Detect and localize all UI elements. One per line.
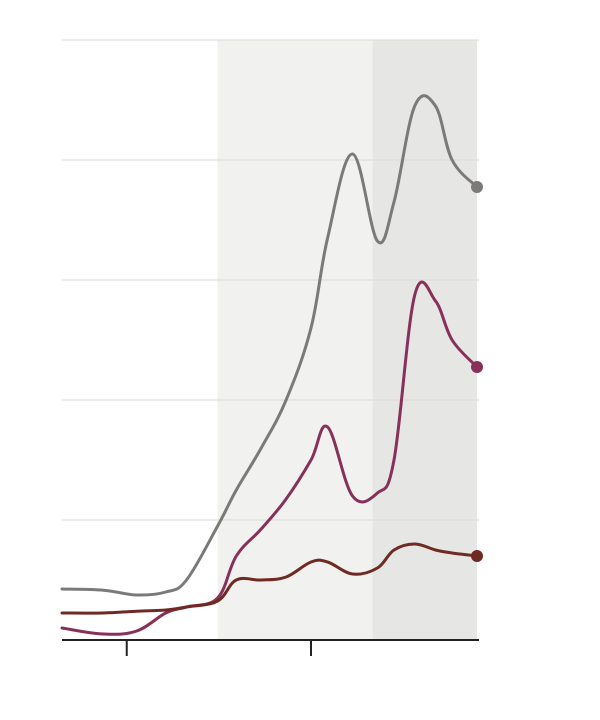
series-end-point-3 (471, 550, 483, 562)
series-end-point-1 (471, 181, 483, 193)
x-axis (62, 639, 479, 656)
series-lines (60, 94, 483, 636)
series-line-2 (60, 280, 479, 636)
shaded-region-2 (372, 40, 477, 640)
series-line-3 (60, 542, 479, 615)
shaded-region-1 (217, 40, 373, 640)
series-end-point-2 (471, 361, 483, 373)
series-line-1 (60, 94, 479, 597)
shaded-regions (217, 40, 477, 640)
